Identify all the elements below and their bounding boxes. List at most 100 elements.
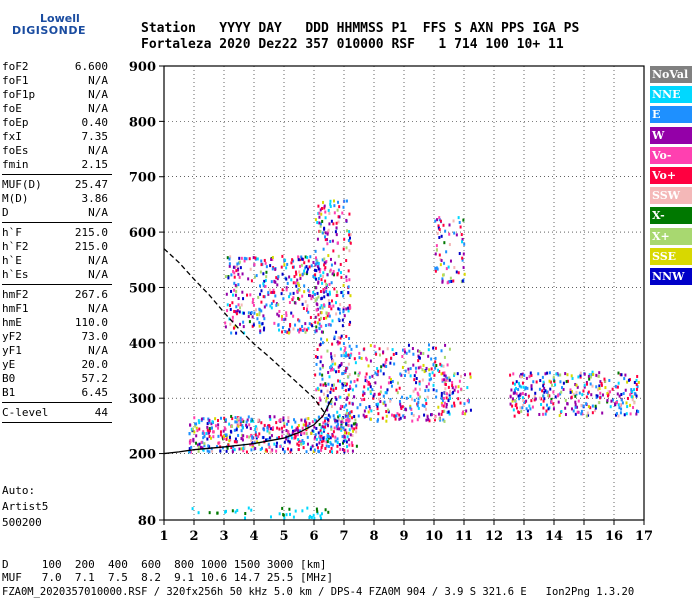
echo-point	[290, 448, 293, 452]
echo-point	[272, 299, 275, 303]
echo-point	[290, 261, 293, 265]
echo-point	[627, 378, 630, 382]
echo-point	[311, 420, 314, 424]
echo-point	[273, 321, 276, 325]
echo-point	[304, 266, 307, 270]
echo-point	[444, 229, 447, 233]
echo-point	[219, 433, 222, 437]
echo-point	[446, 376, 449, 380]
echo-point	[400, 373, 403, 377]
echo-point	[583, 372, 586, 376]
echo-point	[402, 348, 405, 352]
echo-point	[359, 403, 362, 407]
echo-point	[200, 419, 203, 423]
echo-point	[320, 311, 323, 315]
echo-point	[386, 388, 389, 392]
echo-point	[453, 388, 456, 392]
echo-point	[286, 262, 289, 266]
echo-point	[265, 438, 268, 442]
echo-point	[346, 229, 349, 233]
echo-point	[329, 204, 332, 208]
echo-point	[412, 389, 415, 393]
echo-point	[579, 375, 582, 379]
echo-point	[322, 383, 325, 387]
echo-point	[209, 436, 212, 440]
echo-point	[194, 424, 197, 428]
echo-point	[542, 380, 545, 384]
echo-point	[438, 369, 441, 373]
echo-point	[333, 354, 336, 358]
echo-point	[291, 258, 294, 262]
echo-point	[283, 424, 286, 428]
echo-point	[313, 437, 316, 441]
echo-point	[510, 388, 513, 392]
echo-point	[194, 422, 197, 426]
x-tick-label: 15	[575, 529, 593, 544]
echo-point	[365, 356, 368, 360]
echo-point	[328, 435, 331, 439]
echo-point	[276, 312, 279, 316]
echo-point	[418, 387, 421, 391]
echo-point	[348, 401, 351, 405]
echo-point	[230, 331, 233, 335]
echo-point	[228, 435, 231, 439]
echo-point	[377, 418, 380, 422]
param-row: C-level 44	[2, 406, 108, 420]
echo-point	[424, 389, 427, 393]
echo-point	[307, 417, 310, 421]
echo-point	[205, 432, 208, 436]
echo-point	[438, 417, 441, 421]
echo-point	[188, 441, 191, 445]
echo-point	[325, 286, 328, 290]
echo-point	[566, 402, 569, 406]
echo-point	[322, 439, 325, 443]
echo-point	[206, 428, 209, 432]
echo-point	[285, 288, 288, 292]
echo-point	[342, 371, 345, 375]
echo-point	[421, 368, 424, 372]
echo-point	[572, 392, 575, 396]
echo-point	[327, 444, 330, 448]
echo-point	[435, 395, 438, 399]
echo-point	[330, 281, 333, 285]
echo-point	[206, 449, 209, 453]
echo-point	[548, 394, 551, 398]
echo-point	[574, 403, 577, 407]
echo-point	[330, 442, 333, 446]
echo-point	[252, 303, 255, 307]
param-row: fmin 2.15	[2, 158, 108, 172]
echo-point	[345, 431, 348, 435]
echo-point	[306, 267, 309, 271]
echo-point	[570, 407, 573, 411]
echo-point	[570, 395, 573, 399]
echo-point	[279, 445, 282, 449]
echo-point	[311, 444, 314, 448]
echo-point	[542, 412, 545, 416]
echo-point	[342, 308, 345, 312]
echo-point	[336, 419, 339, 423]
echo-point	[345, 418, 348, 422]
echo-point	[522, 385, 525, 389]
echo-point	[448, 378, 451, 382]
param-name: h`F	[2, 226, 22, 239]
echo-point	[244, 512, 247, 516]
echo-point	[524, 392, 527, 396]
echo-point	[323, 267, 326, 271]
param-value: 3.86	[81, 192, 109, 205]
echo-point	[569, 388, 572, 392]
echo-point	[303, 271, 306, 275]
echo-point	[354, 422, 357, 426]
echo-point	[283, 450, 286, 454]
echo-point	[597, 388, 600, 392]
echo-point	[317, 211, 320, 215]
echo-point	[292, 291, 295, 295]
echo-point	[619, 403, 622, 407]
echo-point	[237, 433, 240, 437]
echo-point	[378, 347, 381, 351]
echo-point	[324, 238, 327, 242]
x-tick-label: 13	[515, 529, 533, 544]
echo-point	[255, 274, 258, 278]
echo-point	[216, 511, 219, 515]
echo-point	[270, 434, 273, 438]
echo-point	[271, 290, 274, 294]
